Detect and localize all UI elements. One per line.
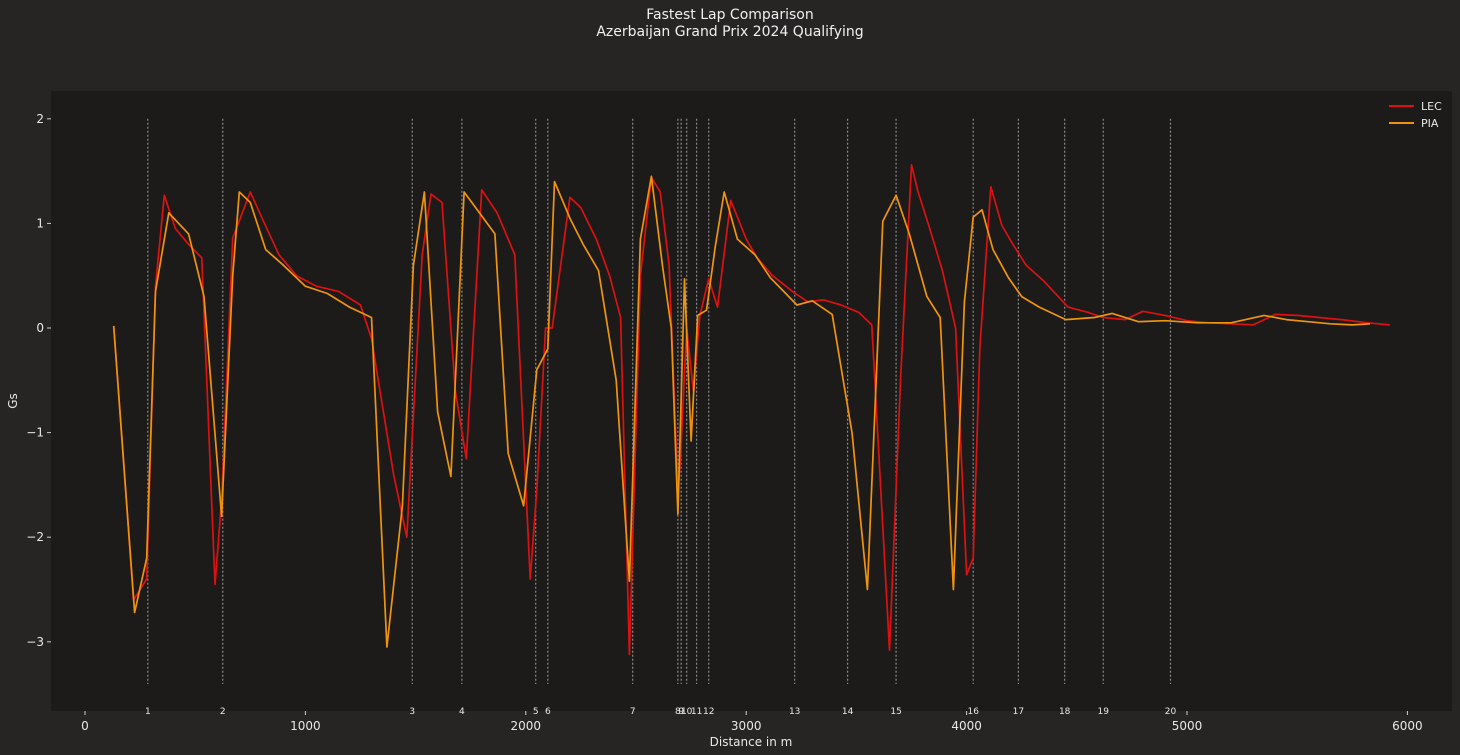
legend-label-pia: PIA xyxy=(1421,117,1439,130)
x-tick-label: 6000 xyxy=(1392,719,1423,733)
corner-label: 17 xyxy=(1013,707,1024,717)
x-axis-label: Distance in m xyxy=(710,735,793,749)
y-tick-label: 1 xyxy=(36,216,44,230)
x-tick-label: 1000 xyxy=(290,719,321,733)
series-lines xyxy=(112,163,1390,656)
y-tick-label: 0 xyxy=(36,321,44,335)
corner-label: 10 xyxy=(681,707,693,717)
corner-label: 20 xyxy=(1165,707,1177,717)
corner-label: 8 xyxy=(675,707,681,717)
plot-area xyxy=(51,91,1452,711)
corner-label: 11 xyxy=(691,707,702,717)
legend: LEC PIA xyxy=(1389,100,1442,130)
corner-label: 15 xyxy=(890,707,901,717)
corner-label: 19 xyxy=(1098,707,1110,717)
x-tick-label: 5000 xyxy=(1172,719,1203,733)
x-tick-label: 0 xyxy=(81,719,89,733)
corner-label: 18 xyxy=(1059,707,1071,717)
corner-label: 2 xyxy=(220,707,226,717)
x-tick-label: 4000 xyxy=(951,719,982,733)
y-tick-label: 2 xyxy=(36,112,44,126)
y-tick-label: −2 xyxy=(26,530,44,544)
y-axis-label: Gs xyxy=(6,393,20,409)
corner-label: 4 xyxy=(459,707,465,717)
chart-title: Fastest Lap Comparison xyxy=(646,7,814,23)
corner-label: 1 xyxy=(145,707,151,717)
corner-label: 12 xyxy=(703,707,714,717)
legend-label-lec: LEC xyxy=(1421,100,1442,113)
chart-subtitle: Azerbaijan Grand Prix 2024 Qualifying xyxy=(596,24,864,40)
y-tick-label: −3 xyxy=(26,635,44,649)
corner-label: 13 xyxy=(789,707,800,717)
y-tick-label: −1 xyxy=(26,426,44,440)
corner-label: 3 xyxy=(409,707,415,717)
corner-label: 6 xyxy=(545,707,551,717)
x-tick-label: 3000 xyxy=(731,719,762,733)
corner-label: 7 xyxy=(630,707,636,717)
corner-label: 14 xyxy=(842,707,854,717)
x-tick-label: 2000 xyxy=(511,719,542,733)
corner-label: 16 xyxy=(967,707,979,717)
corner-label: 5 xyxy=(533,707,539,717)
corner-label: 9 xyxy=(678,707,684,717)
series-line-pia xyxy=(112,175,1370,648)
